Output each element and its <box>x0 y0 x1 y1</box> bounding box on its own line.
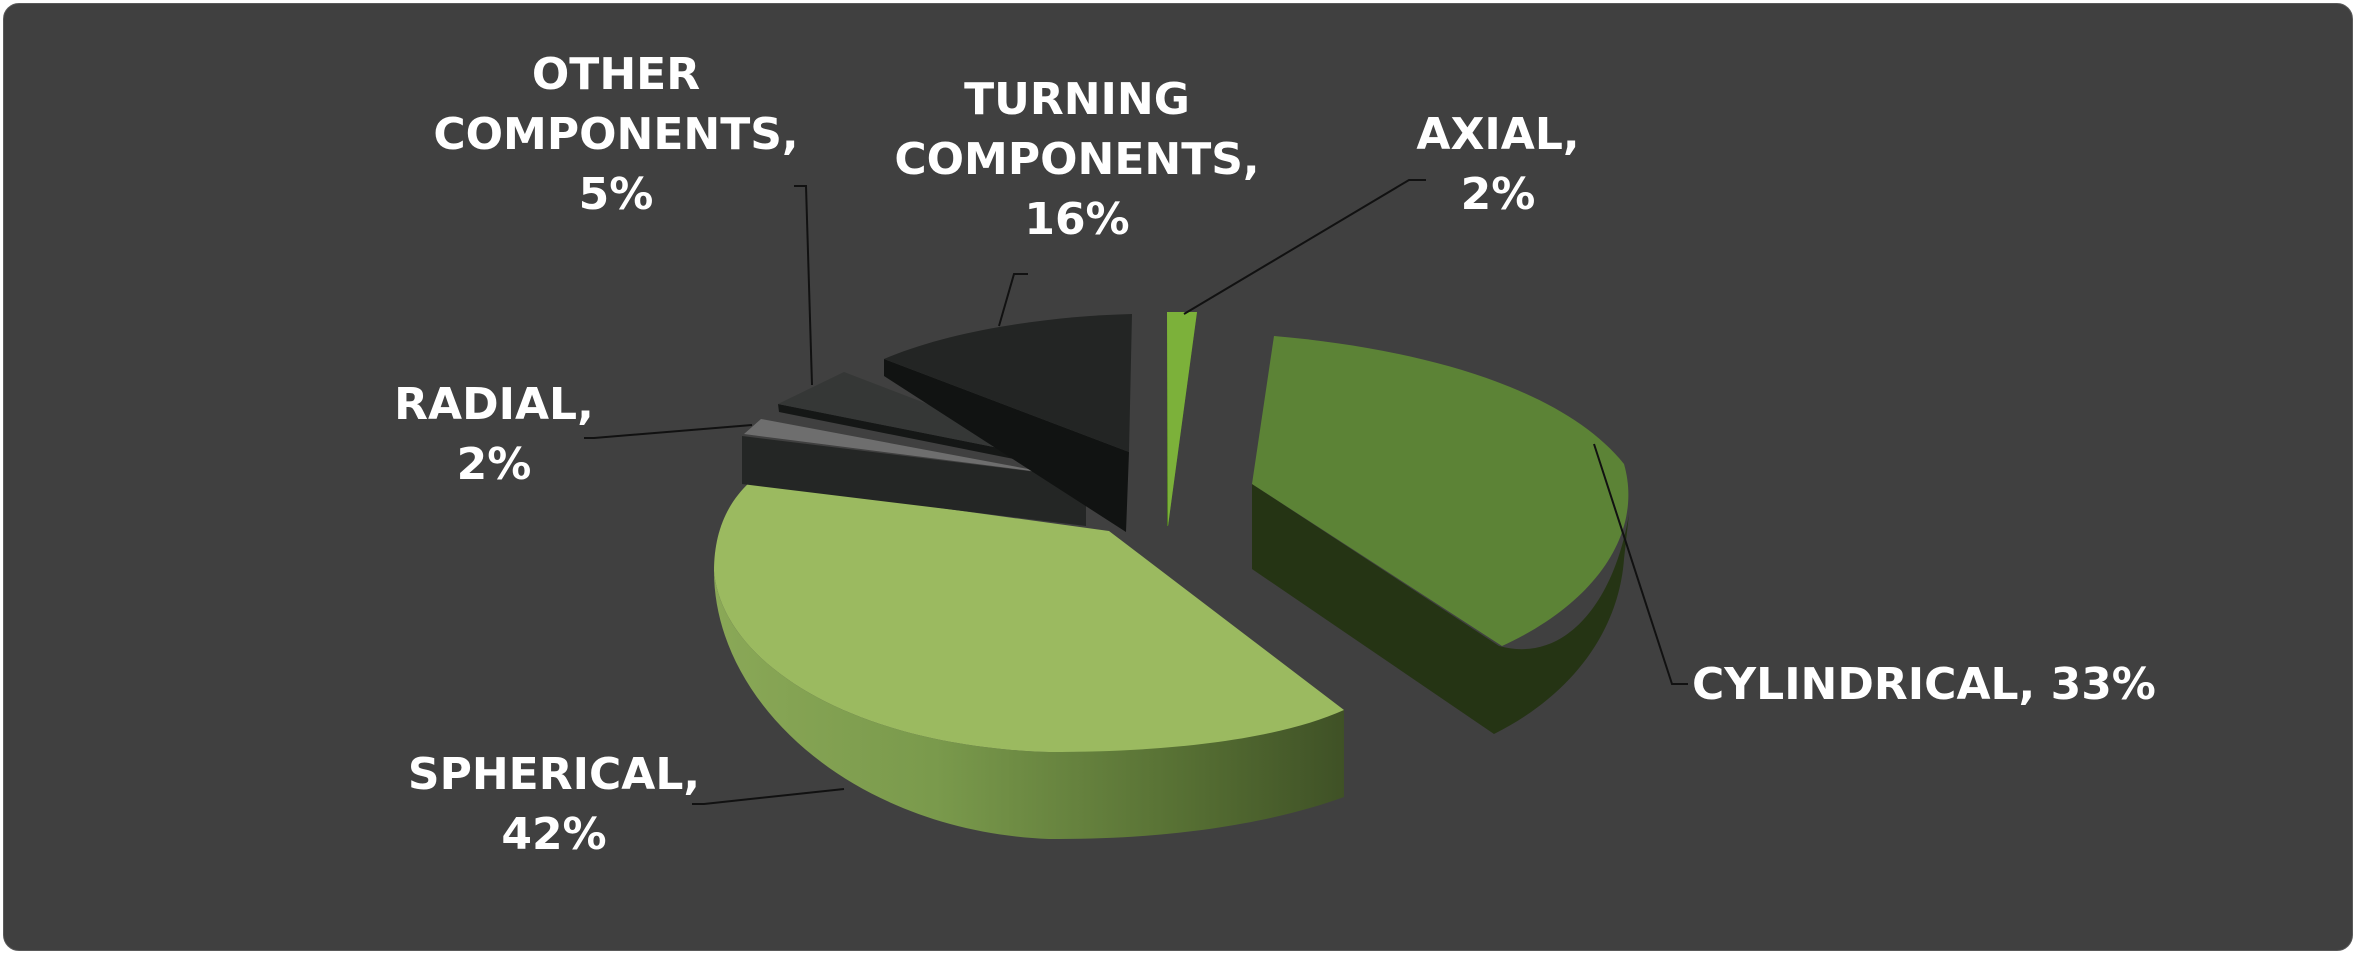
pie-labels: AXIAL, 2% CYLINDRICAL, 33% SPHERICAL, 42% RAD… <box>394 49 2156 860</box>
slice-cylindrical-side <box>1252 484 1629 734</box>
slice-spherical-top <box>714 482 1344 752</box>
slice-spherical <box>714 482 1344 840</box>
slice-spherical-side <box>714 571 1344 840</box>
slice-turning-components-top <box>884 314 1132 452</box>
slice-axial <box>1167 312 1197 526</box>
slice-turning-components <box>884 314 1132 532</box>
slice-axial-leader-line <box>1183 179 1426 315</box>
slice-other-components-label: 5% <box>579 169 654 220</box>
slice-axial-label: AXIAL, <box>1416 109 1579 160</box>
slice-axial-top <box>1167 312 1197 526</box>
pie-chart: AXIAL, 2% CYLINDRICAL, 33% SPHERICAL, 42% RAD… <box>394 49 2156 860</box>
slice-cylindrical-top <box>1252 336 1629 646</box>
slice-radial-label: 2% <box>457 439 532 490</box>
slice-turning-components-label: COMPONENTS, <box>894 134 1259 185</box>
slice-radial-leader-line <box>584 424 753 439</box>
pie-slices <box>714 312 1629 840</box>
slice-radial-side <box>742 436 1086 526</box>
slice-other-components-label: OTHER <box>532 49 700 100</box>
chart-panel: AXIAL, 2% CYLINDRICAL, 33% SPHERICAL, 42% RAD… <box>3 3 2353 951</box>
slice-radial-top <box>744 419 1087 480</box>
slice-cylindrical-leader-line <box>1593 443 1688 685</box>
slice-other-components-leader-line <box>794 185 813 386</box>
slice-radial <box>742 419 1087 526</box>
slice-axial-label: 2% <box>1461 169 1536 220</box>
slice-spherical-leader-line <box>692 788 845 805</box>
slice-turning-components-label: TURNING <box>964 74 1190 125</box>
slice-turning-components-side <box>884 359 1129 532</box>
slice-cylindrical <box>1252 336 1629 734</box>
slice-other-components-label: COMPONENTS, <box>433 109 798 160</box>
slice-spherical-label: SPHERICAL, <box>408 749 700 800</box>
slice-radial-label: RADIAL, <box>394 379 594 430</box>
slice-spherical-label: 42% <box>501 809 606 860</box>
slice-turning-components-label: 16% <box>1024 194 1129 245</box>
slice-turning-components-leader-line <box>998 273 1028 327</box>
slice-cylindrical-label: CYLINDRICAL, 33% <box>1692 659 2156 710</box>
